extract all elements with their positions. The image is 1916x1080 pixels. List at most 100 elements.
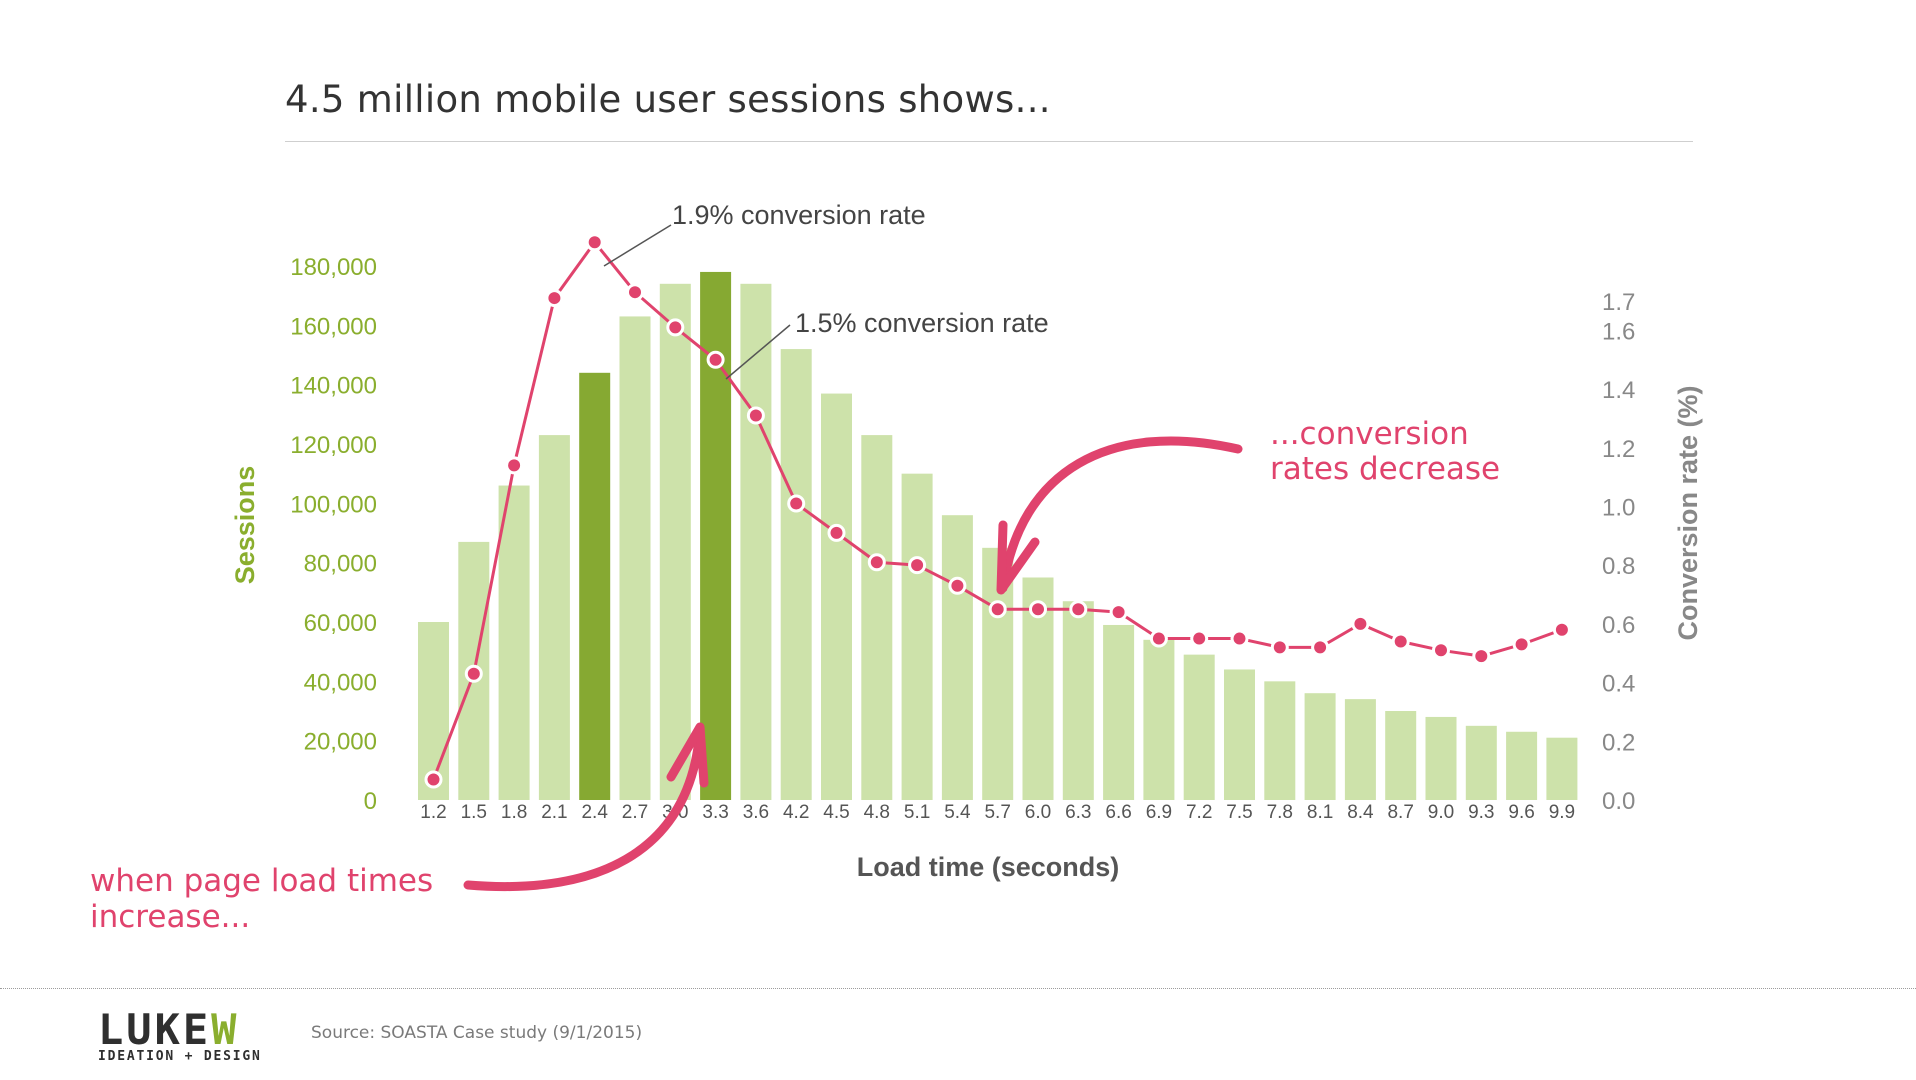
x-tick-label: 4.5 (823, 802, 849, 823)
x-tick-label: 2.7 (622, 802, 648, 823)
conversion-point (1391, 632, 1410, 651)
conversion-point (988, 600, 1007, 619)
conversion-point (908, 556, 927, 575)
conversion-point (787, 494, 806, 513)
conversion-point (666, 318, 685, 337)
x-tick-label: 6.6 (1105, 802, 1131, 823)
left-tick-label: 160,000 (290, 313, 377, 340)
x-tick-label: 3.6 (743, 802, 769, 823)
bar (1183, 654, 1215, 800)
left-tick-label: 20,000 (304, 729, 377, 756)
x-tick-label: 8.1 (1307, 802, 1333, 823)
conversion-line-series (424, 233, 1571, 789)
conversion-point (1432, 641, 1450, 660)
conversion-point (1311, 638, 1330, 657)
x-tick-label: 5.7 (984, 802, 1010, 823)
left-tick-label: 120,000 (290, 432, 377, 459)
x-axis-label: Load time (seconds) (857, 852, 1120, 882)
bar (1304, 693, 1336, 800)
bar (1062, 601, 1094, 800)
x-axis-ticks: 1.2 1.5 1.8 2.1 2.4 2.7 3.0 3.3 3.6 4.2 4.5 4.8 5.1 5… (420, 802, 1575, 823)
bar (1143, 639, 1175, 800)
left-tick-label: 60,000 (304, 610, 377, 637)
right-callout-arrowhead (996, 520, 1040, 595)
x-tick-label: 9.6 (1508, 802, 1534, 823)
conversion-point (464, 664, 483, 683)
conversion-point (1109, 603, 1128, 622)
bar (619, 316, 651, 800)
peak-annotation-leader (603, 224, 672, 267)
right-tick-label: 1.0 (1602, 494, 1635, 521)
source-citation: Source: SOASTA Case study (9/1/2015) (311, 1023, 643, 1043)
left-tick-label: 40,000 (304, 669, 377, 696)
left-axis-ticks: 0 20,000 40,000 60,000 80,000 100,000 120,000 1… (290, 254, 377, 815)
company-logo: LUKEW IDEATION + DESIGN (98, 1005, 262, 1065)
bar (1425, 716, 1457, 800)
peak-annotation-label: 1.9% conversion rate (672, 200, 926, 230)
x-tick-label: 7.8 (1267, 802, 1293, 823)
bar (1103, 624, 1135, 800)
conversion-point (1069, 600, 1088, 619)
left-tick-label: 0 (364, 788, 377, 815)
conversion-point (867, 553, 886, 572)
x-tick-label: 9.9 (1549, 802, 1575, 823)
logo-tagline: IDEATION + DESIGN (98, 1049, 262, 1064)
x-tick-label: 7.2 (1186, 802, 1212, 823)
logo-wordmark: LUKEW (98, 1005, 240, 1054)
right-callout-line-2: rates decrease (1270, 451, 1500, 487)
right-callout-arrow (998, 436, 1243, 593)
second-annotation-leader (725, 324, 791, 380)
right-tick-label: 1.7 (1602, 289, 1635, 316)
x-tick-label: 1.5 (461, 802, 487, 823)
bar (418, 622, 449, 800)
right-tick-label: 0.4 (1602, 671, 1635, 698)
right-tick-label: 0.2 (1602, 729, 1635, 756)
x-tick-label: 7.5 (1226, 802, 1252, 823)
right-callout-line-1: ...conversion (1270, 416, 1469, 452)
bar (821, 393, 852, 800)
x-tick-label: 6.0 (1025, 802, 1051, 823)
left-callout-arrow (463, 725, 705, 892)
left-tick-label: 180,000 (290, 254, 377, 281)
conversion-point (706, 350, 725, 369)
bar (1465, 725, 1497, 800)
conversion-point (1029, 600, 1047, 619)
bar (659, 283, 691, 800)
x-tick-label: 3.3 (702, 802, 728, 823)
conversion-point (746, 406, 765, 425)
left-callout-arrowhead (666, 722, 709, 788)
conversion-point (424, 770, 443, 789)
x-tick-label: 8.7 (1387, 802, 1413, 823)
bar-series (418, 271, 1578, 800)
conversion-point (948, 576, 967, 595)
sessions-conversion-chart: 0 20,000 40,000 60,000 80,000 100,000 120,000 1… (90, 200, 1703, 935)
bar (780, 349, 812, 800)
bar (498, 485, 530, 800)
x-tick-label: 6.3 (1065, 802, 1091, 823)
conversion-point (1512, 635, 1531, 654)
right-tick-label: 1.6 (1602, 318, 1635, 345)
left-tick-label: 100,000 (290, 491, 377, 518)
conversion-point (1351, 614, 1370, 633)
left-tick-label: 80,000 (304, 551, 377, 578)
x-tick-label: 1.8 (501, 802, 527, 823)
x-tick-label: 9.0 (1428, 802, 1454, 823)
conversion-point (1270, 638, 1289, 657)
conversion-point (1230, 629, 1249, 648)
bar (1344, 699, 1376, 800)
conversion-point (545, 289, 564, 308)
title-divider (285, 141, 1693, 142)
x-tick-label: 9.3 (1468, 802, 1494, 823)
bar (1224, 669, 1255, 800)
conversion-point (585, 233, 604, 252)
bar (538, 435, 570, 800)
conversion-point (1190, 629, 1209, 648)
conversion-point (827, 523, 846, 542)
bar (941, 515, 973, 800)
x-tick-label: 2.4 (581, 802, 608, 823)
left-tick-label: 140,000 (290, 373, 377, 400)
right-tick-label: 0.8 (1602, 553, 1635, 580)
conversion-point (1472, 647, 1491, 666)
x-tick-label: 6.9 (1146, 802, 1172, 823)
conversion-point (1149, 629, 1168, 648)
